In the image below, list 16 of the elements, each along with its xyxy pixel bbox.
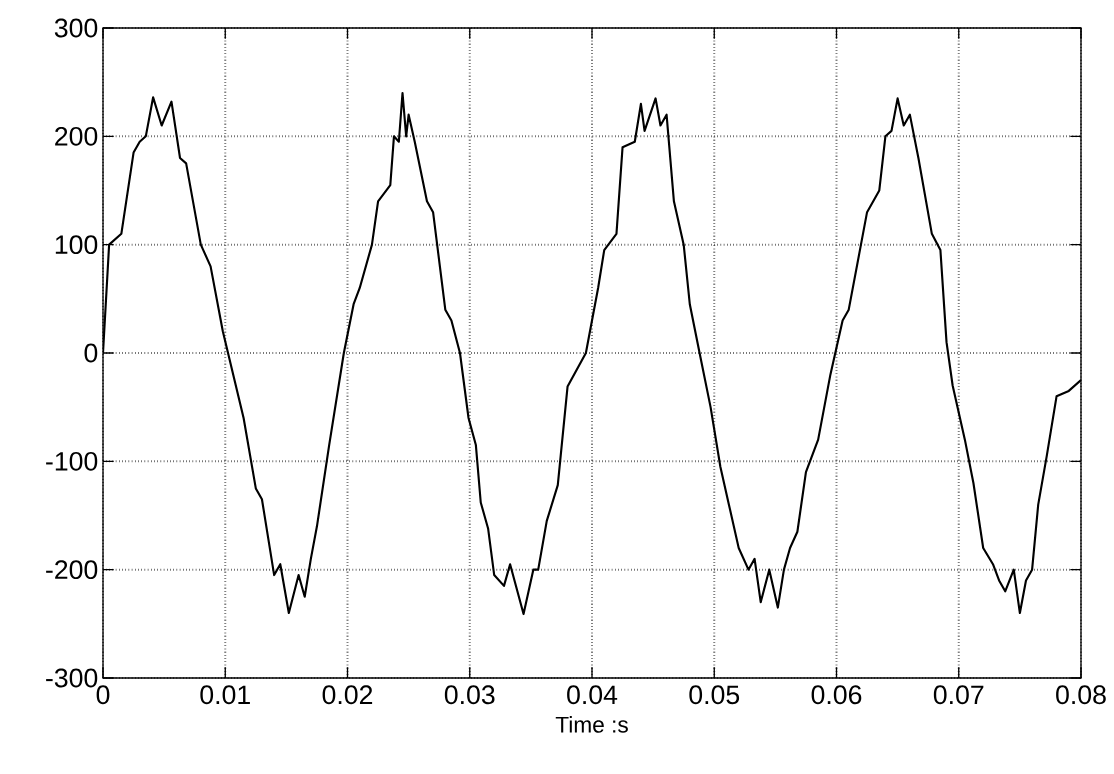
x-tick-label: 0.05 xyxy=(689,685,740,705)
y-tick-label: -200 xyxy=(46,560,98,580)
x-tick-label: 0.06 xyxy=(811,685,862,705)
x-tick-label: 0.08 xyxy=(1056,685,1106,705)
x-tick-label: 0.01 xyxy=(200,685,250,705)
x-tick-label: 0.02 xyxy=(322,685,373,705)
y-tick-label: 200 xyxy=(55,126,98,146)
y-tick-label: 300 xyxy=(54,18,98,38)
x-tick-label: 0.04 xyxy=(567,685,618,705)
y-tick-label: -300 xyxy=(46,668,98,688)
y-tick-label: 0 xyxy=(84,343,98,363)
y-tick-label: 100 xyxy=(55,235,98,255)
x-axis-title: Time :s xyxy=(555,716,628,733)
x-tick-label: 0.07 xyxy=(933,685,984,705)
y-tick-label: -100 xyxy=(46,451,98,471)
x-tick-label: 0.03 xyxy=(444,685,495,705)
